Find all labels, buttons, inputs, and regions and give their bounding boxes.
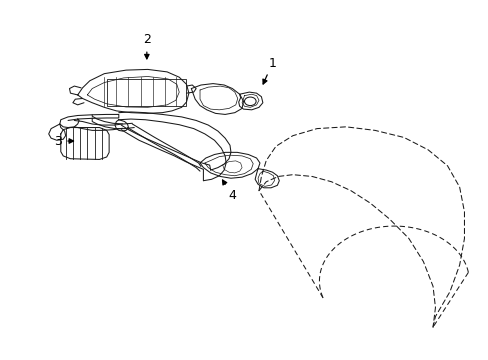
Text: 1: 1: [263, 57, 276, 84]
Text: 4: 4: [222, 180, 236, 202]
Text: 2: 2: [142, 33, 150, 59]
Bar: [106, 79, 186, 105]
Text: 3: 3: [54, 135, 73, 148]
